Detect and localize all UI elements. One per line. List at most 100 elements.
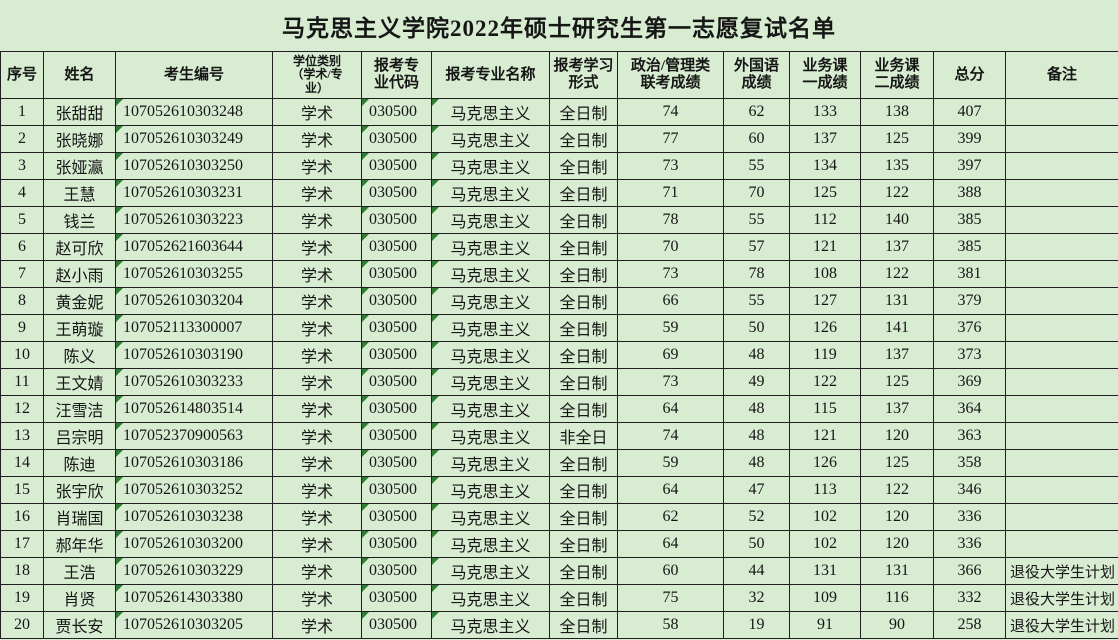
header-course1_score: 业务课 一成绩 <box>789 51 861 99</box>
table-row: 10 陈义 107052610303190 学术 030500 马克思主义 全日制 69 48 1… <box>0 341 1118 369</box>
text-as-number-warning-icon <box>116 396 123 403</box>
cell-degree_type: 学术 <box>272 260 362 288</box>
cell-candidate_id: 107052610303233 <box>115 368 273 396</box>
cell-politics_score: 66 <box>617 287 724 315</box>
cell-no: 16 <box>0 503 44 531</box>
cell-major_code: 030500 <box>361 476 432 504</box>
cell-no: 5 <box>0 206 44 234</box>
text-as-number-warning-icon <box>116 504 123 511</box>
cell-total_score: 381 <box>933 260 1006 288</box>
cell-candidate_id: 107052610303186 <box>115 449 273 477</box>
header-degree_type: 学位类别 （学术/专 业） <box>272 51 362 99</box>
cell-remark <box>1005 260 1118 288</box>
cell-total_score: 373 <box>933 341 1006 369</box>
text-as-number-warning-icon <box>362 477 369 484</box>
cell-no: 7 <box>0 260 44 288</box>
cell-major_code: 030500 <box>361 449 432 477</box>
header-total_score: 总分 <box>933 51 1006 99</box>
cell-major_name: 马克思主义 <box>431 368 550 396</box>
cell-course1_score: 109 <box>789 584 861 612</box>
cell-politics_score: 73 <box>617 368 724 396</box>
cell-course2_score: 122 <box>860 179 934 207</box>
table-header: 序号 姓名 考生编号 学位类别 （学术/专 业） 报考专 业代码 报考专业名称 报考学习 形… <box>0 51 1118 99</box>
cell-study_form: 全日制 <box>549 179 618 207</box>
cell-major_code: 030500 <box>361 584 432 612</box>
header-candidate_id: 考生编号 <box>115 51 273 99</box>
cell-candidate_id: 107052610303200 <box>115 530 273 558</box>
header-politics_score: 政治/管理类 联考成绩 <box>617 51 724 99</box>
cell-name: 汪雪洁 <box>43 395 116 423</box>
cell-name: 王慧 <box>43 179 116 207</box>
text-as-number-warning-icon <box>432 315 439 322</box>
text-as-number-warning-icon <box>362 180 369 187</box>
cell-foreign_lang_score: 48 <box>723 449 790 477</box>
cell-candidate_id: 107052610303250 <box>115 152 273 180</box>
cell-course1_score: 112 <box>789 206 861 234</box>
text-as-number-warning-icon <box>362 315 369 322</box>
cell-no: 10 <box>0 341 44 369</box>
cell-name: 陈义 <box>43 341 116 369</box>
cell-study_form: 全日制 <box>549 368 618 396</box>
cell-candidate_id: 107052610303231 <box>115 179 273 207</box>
cell-no: 6 <box>0 233 44 261</box>
text-as-number-warning-icon <box>432 396 439 403</box>
cell-major_code: 030500 <box>361 260 432 288</box>
cell-politics_score: 74 <box>617 422 724 450</box>
text-as-number-warning-icon <box>116 369 123 376</box>
text-as-number-warning-icon <box>116 207 123 214</box>
cell-name: 王浩 <box>43 557 116 585</box>
cell-study_form: 全日制 <box>549 152 618 180</box>
cell-degree_type: 学术 <box>272 152 362 180</box>
cell-name: 赵小雨 <box>43 260 116 288</box>
cell-total_score: 407 <box>933 98 1006 126</box>
cell-total_score: 363 <box>933 422 1006 450</box>
cell-foreign_lang_score: 62 <box>723 98 790 126</box>
text-as-number-warning-icon <box>432 369 439 376</box>
cell-foreign_lang_score: 60 <box>723 125 790 153</box>
cell-course2_score: 135 <box>860 152 934 180</box>
table-row: 9 王萌璇 107052113300007 学术 030500 马克思主义 全日制 59 50 1… <box>0 314 1118 342</box>
text-as-number-warning-icon <box>432 126 439 133</box>
text-as-number-warning-icon <box>116 342 123 349</box>
table-row: 4 王慧 107052610303231 学术 030500 马克思主义 全日制 71 70 12… <box>0 179 1118 207</box>
text-as-number-warning-icon <box>362 504 369 511</box>
text-as-number-warning-icon <box>432 531 439 538</box>
cell-total_score: 385 <box>933 206 1006 234</box>
cell-foreign_lang_score: 19 <box>723 611 790 639</box>
cell-degree_type: 学术 <box>272 476 362 504</box>
cell-course1_score: 108 <box>789 260 861 288</box>
cell-remark <box>1005 476 1118 504</box>
cell-candidate_id: 107052610303229 <box>115 557 273 585</box>
cell-course1_score: 137 <box>789 125 861 153</box>
text-as-number-warning-icon <box>432 261 439 268</box>
cell-study_form: 全日制 <box>549 287 618 315</box>
cell-study_form: 全日制 <box>549 530 618 558</box>
cell-no: 18 <box>0 557 44 585</box>
cell-study_form: 全日制 <box>549 557 618 585</box>
text-as-number-warning-icon <box>432 153 439 160</box>
cell-major_code: 030500 <box>361 98 432 126</box>
cell-remark: 退役大学生计划 <box>1005 557 1118 585</box>
cell-foreign_lang_score: 78 <box>723 260 790 288</box>
cell-major_name: 马克思主义 <box>431 179 550 207</box>
text-as-number-warning-icon <box>116 423 123 430</box>
table-row: 6 赵可欣 107052621603644 学术 030500 马克思主义 全日制 70 57 1… <box>0 233 1118 261</box>
header-remark: 备注 <box>1005 51 1118 99</box>
cell-candidate_id: 107052610303223 <box>115 206 273 234</box>
text-as-number-warning-icon <box>432 558 439 565</box>
text-as-number-warning-icon <box>116 126 123 133</box>
cell-foreign_lang_score: 48 <box>723 422 790 450</box>
text-as-number-warning-icon <box>116 261 123 268</box>
cell-foreign_lang_score: 55 <box>723 287 790 315</box>
cell-degree_type: 学术 <box>272 530 362 558</box>
cell-major_code: 030500 <box>361 395 432 423</box>
cell-no: 1 <box>0 98 44 126</box>
cell-name: 张晓娜 <box>43 125 116 153</box>
cell-no: 17 <box>0 530 44 558</box>
cell-total_score: 358 <box>933 449 1006 477</box>
cell-course2_score: 120 <box>860 530 934 558</box>
cell-foreign_lang_score: 49 <box>723 368 790 396</box>
cell-degree_type: 学术 <box>272 557 362 585</box>
cell-major_name: 马克思主义 <box>431 395 550 423</box>
